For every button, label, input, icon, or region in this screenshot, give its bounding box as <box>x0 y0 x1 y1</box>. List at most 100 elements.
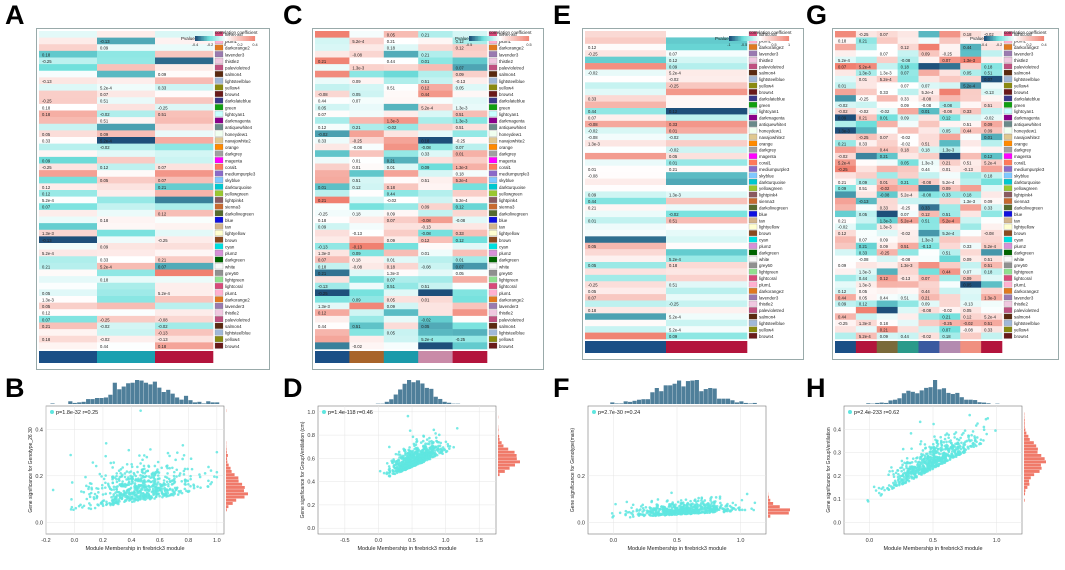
histogram-bar <box>768 495 769 499</box>
heatmap-cell <box>452 196 488 204</box>
heatmap-cell <box>585 43 667 51</box>
module-swatch <box>1003 307 1013 313</box>
legend-gradient-step <box>469 36 471 41</box>
heatmap-cell-label: 0.44 <box>838 295 847 300</box>
heatmap-cell <box>39 322 98 330</box>
heatmap-cell <box>315 77 350 85</box>
heatmap-cell <box>452 130 488 138</box>
scatter-point <box>119 493 123 496</box>
legend-gradient-step <box>1009 36 1012 41</box>
histogram-bar <box>650 392 655 404</box>
legend-gradient-step <box>213 36 215 41</box>
heatmap-cell <box>897 281 919 288</box>
scatter-point <box>410 450 414 454</box>
module-swatch <box>488 197 498 203</box>
scatter-point <box>144 484 147 487</box>
heatmap-cell <box>897 133 919 141</box>
legend-gradient-step <box>476 36 479 41</box>
heatmap-cell-label: 0.33 <box>942 193 951 198</box>
scatter-point <box>123 491 127 495</box>
scatter-point <box>681 502 684 505</box>
module-label: white <box>759 257 770 262</box>
scatter-point <box>631 510 635 513</box>
module-swatch <box>748 172 758 179</box>
y-tick-label: 1.0 <box>307 410 315 416</box>
scatter-point <box>206 485 210 488</box>
heatmap-cell <box>349 322 385 330</box>
module-swatch <box>488 51 498 58</box>
module-swatch <box>1003 101 1013 108</box>
heatmap-cell-label: 0.05 <box>669 154 678 159</box>
scatter-point <box>676 511 680 514</box>
module-swatch <box>488 336 498 342</box>
scatter-point <box>641 507 645 510</box>
heatmap-cell <box>855 31 878 38</box>
legend-tick: -0.4 <box>981 43 988 47</box>
heatmap-cell <box>418 97 453 105</box>
histogram-bar <box>928 387 933 404</box>
scatter-point <box>887 488 891 491</box>
scatter-point <box>953 432 956 436</box>
heatmap-cell <box>155 176 214 184</box>
heatmap-cell-label: 0.21 <box>880 327 889 332</box>
scatter-point <box>455 426 459 430</box>
scatter-point <box>929 447 932 451</box>
histogram-bar <box>498 438 500 441</box>
heatmap-cell <box>960 120 982 128</box>
scatter-point <box>982 428 986 431</box>
scatter-point <box>670 491 673 495</box>
heatmap-cell <box>918 120 940 128</box>
scatter-point <box>686 503 690 506</box>
heatmap-c: 0.05 0.215.2e-4 0.21 0.120.18 0.12-0.08 0.210… <box>312 28 544 370</box>
histogram-bar <box>447 402 452 404</box>
module-label: lavender3 <box>759 295 779 300</box>
histogram-bar <box>498 444 504 448</box>
histogram-bar <box>941 388 947 404</box>
trait-swatch <box>835 341 857 353</box>
heatmap-cell <box>383 110 419 118</box>
histogram-bar <box>752 402 757 404</box>
module-swatch <box>214 177 224 183</box>
scatter-point <box>189 484 192 488</box>
heatmap-cell-label: 0.21 <box>318 198 327 203</box>
scatter-point <box>651 511 655 515</box>
scatter-point <box>388 470 392 474</box>
y-tick-label: 0.6 <box>307 456 315 462</box>
heatmap-cell <box>97 103 156 111</box>
heatmap-cell <box>835 101 857 109</box>
heatmap-cell <box>981 204 1003 211</box>
heatmap-cell <box>939 249 961 256</box>
heatmap-cell <box>876 217 898 224</box>
scatter-point <box>408 429 412 432</box>
scatter-point <box>207 479 210 483</box>
x-tick-label: 0.0 <box>375 538 383 544</box>
heatmap-cell-label: 0.33 <box>984 205 993 210</box>
scatter-point <box>405 464 409 468</box>
module-swatch <box>748 294 758 301</box>
scatter-point <box>179 489 183 493</box>
heatmap-cell <box>315 282 350 290</box>
legend-gradient-step <box>195 36 197 41</box>
module-label: darkturquoise <box>759 180 786 185</box>
module-swatch <box>488 190 498 197</box>
scatter-point <box>905 464 908 468</box>
heatmap-cell <box>960 185 982 192</box>
module-swatch <box>488 303 498 309</box>
heatmap-cell <box>418 156 453 164</box>
scatter-point <box>431 441 435 445</box>
scatter-point <box>173 492 177 495</box>
heatmap-cell <box>452 57 488 65</box>
scatter-point <box>424 442 427 445</box>
heatmap-cell <box>585 249 667 256</box>
heatmap-cell-label: 0.01 <box>421 251 430 256</box>
heatmap-cell <box>315 216 350 224</box>
heatmap-cell <box>666 133 748 141</box>
scatter-point <box>407 462 411 466</box>
heatmap-cell-label: 1.3e-3 <box>963 58 976 63</box>
heatmap-cell <box>418 296 453 303</box>
y-tick-label: 0.0 <box>833 520 841 526</box>
scatter-point <box>966 445 970 449</box>
scatter-point <box>883 488 886 492</box>
scatter-point <box>911 457 915 460</box>
scatter-point <box>693 503 696 507</box>
